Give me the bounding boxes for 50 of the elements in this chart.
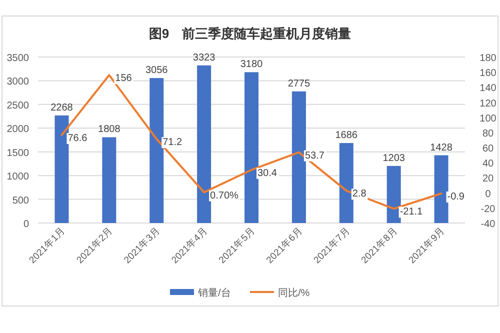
data-label: 30.4 [258, 168, 278, 179]
y-tick-label: 2500 [6, 100, 30, 112]
bar [150, 78, 164, 223]
y2-tick-label: 80 [482, 128, 494, 140]
bar [386, 166, 401, 223]
data-label: -21.1 [400, 206, 424, 218]
y-tick-label: 3500 [6, 53, 30, 64]
y-tick-label: 0 [23, 219, 30, 230]
bar [197, 65, 212, 223]
data-label: 1428 [430, 142, 453, 154]
legend-label: 销量/台 [197, 287, 231, 299]
data-label: 3056 [145, 65, 168, 76]
y2-tick-label: 160 [480, 68, 497, 80]
data-label: 2775 [288, 78, 311, 90]
bar [244, 72, 258, 223]
data-label: 76.6 [68, 133, 88, 144]
data-label: 0.70% [210, 190, 239, 202]
data-label: 1808 [98, 124, 121, 136]
bar [434, 155, 448, 223]
y2-tick-label: -40 [480, 219, 496, 230]
y2-tick-label: 60 [482, 144, 494, 155]
bar [339, 143, 354, 223]
y2-tick-label: 100 [480, 113, 497, 124]
data-label: 3323 [192, 52, 216, 64]
data-label: 2.8 [352, 188, 367, 200]
data-label: 156 [115, 73, 132, 84]
data-label: -0.9 [447, 191, 465, 202]
y-tick-label: 500 [12, 195, 30, 206]
y2-tick-label: 180 [480, 53, 497, 64]
bar [292, 91, 306, 223]
y2-tick-label: 120 [480, 98, 497, 110]
y-tick-label: 3000 [6, 76, 30, 88]
y2-tick-label: 20 [482, 174, 494, 185]
y2-tick-label: 0 [485, 188, 492, 200]
data-label: 1686 [335, 130, 358, 142]
data-label: 1203 [382, 152, 406, 164]
y-tick-label: 2000 [6, 124, 30, 136]
legend-label: 同比/% [278, 287, 310, 299]
data-label: 53.7 [304, 150, 325, 162]
y2-tick-label: -20 [480, 204, 496, 215]
data-label: 3180 [240, 59, 264, 70]
y-tick-label: 1500 [6, 148, 30, 159]
chart-title: 图9 前三季度随车起重机月度销量 [148, 26, 352, 41]
bar [102, 137, 116, 223]
bar [54, 115, 69, 223]
y2-tick-label: 40 [482, 158, 494, 170]
y-tick-label: 1000 [6, 172, 30, 183]
y2-tick-label: 140 [480, 83, 497, 94]
data-label: 71.2 [162, 137, 183, 148]
data-label: 2268 [50, 102, 74, 114]
